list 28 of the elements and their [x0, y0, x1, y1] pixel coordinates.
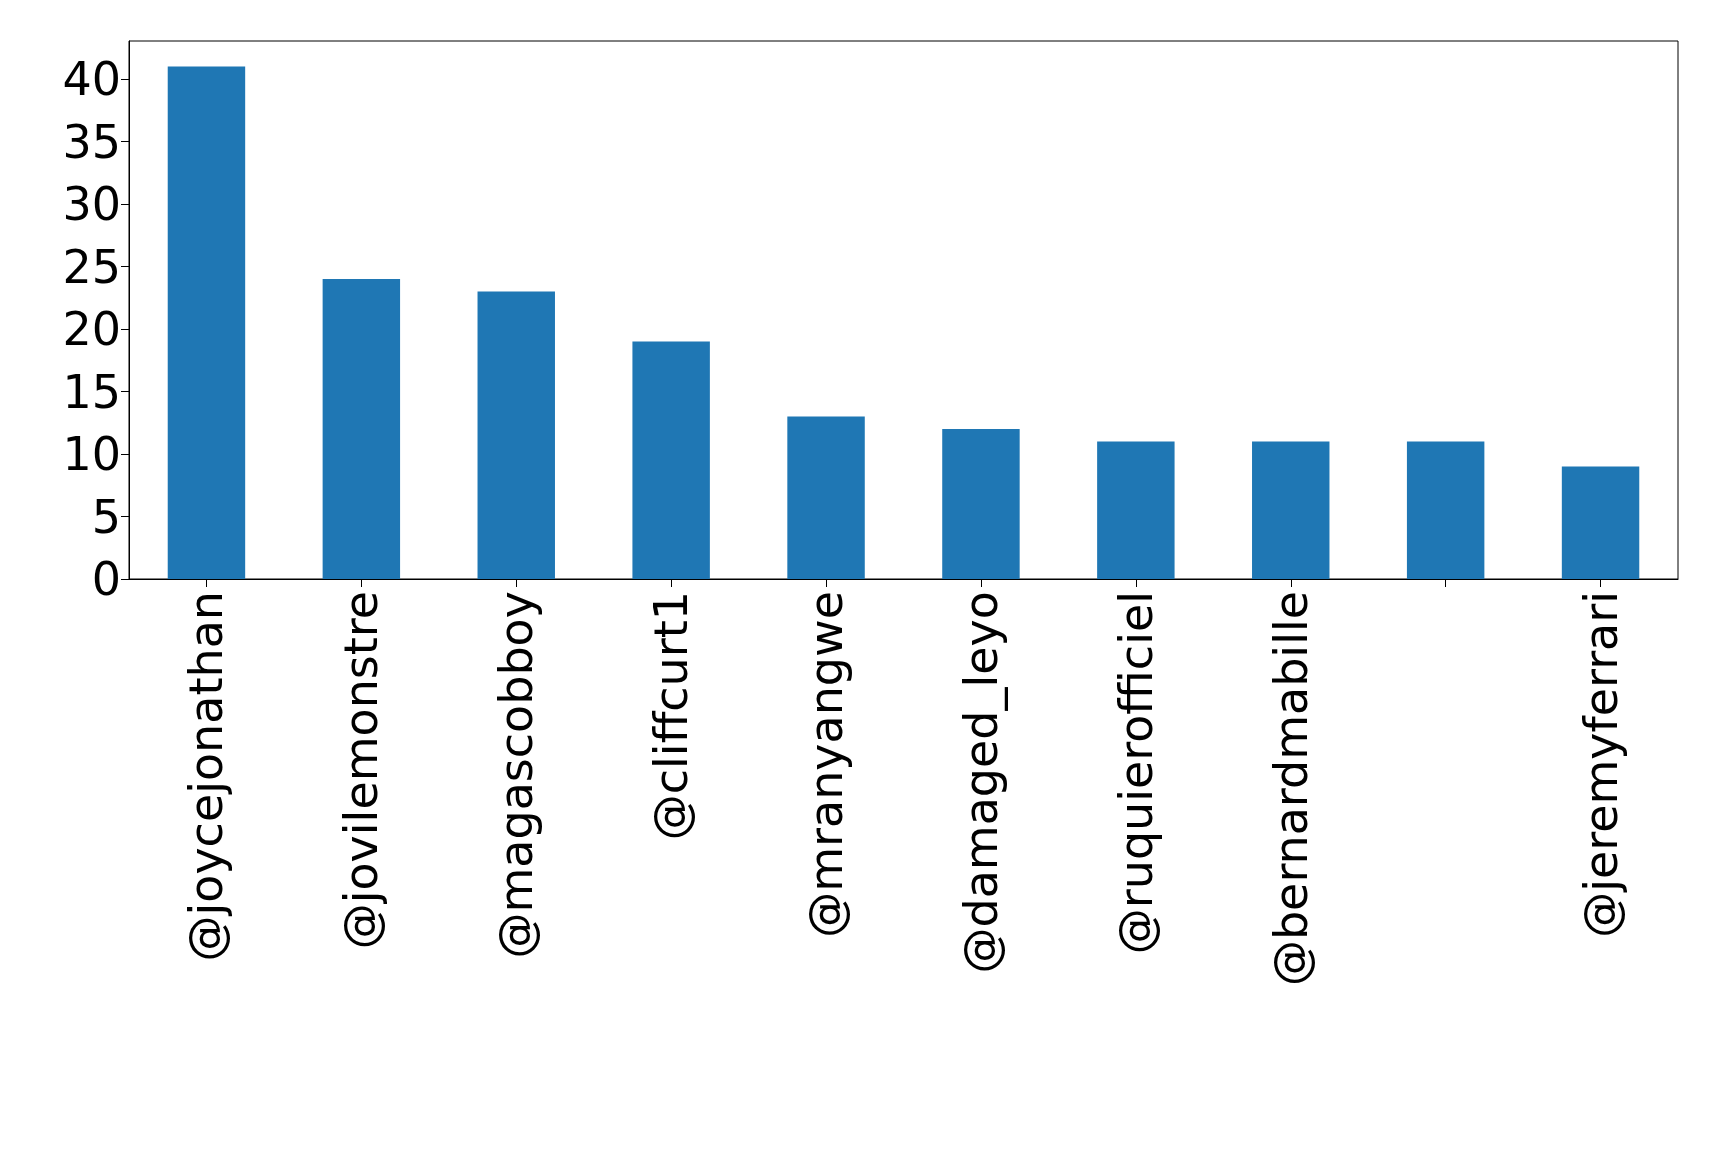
y-tick-label: 20: [62, 302, 121, 357]
bar: [477, 291, 555, 579]
bar: [632, 341, 710, 579]
bar: [1252, 441, 1330, 579]
y-tick-label: 0: [91, 552, 121, 606]
y-tick-label: 10: [62, 427, 121, 482]
bar: [1406, 441, 1485, 579]
y-tick-label: 35: [62, 114, 121, 169]
bar: [167, 66, 246, 579]
x-tick-label: @magascobboy: [489, 591, 544, 959]
bar: [942, 429, 1020, 579]
bar: [322, 279, 401, 579]
y-tick-label: 15: [62, 364, 121, 419]
x-tick-label: @damaged_leyo: [953, 591, 1008, 974]
y-tick-label: 25: [62, 239, 121, 294]
x-tick-label: @cliffcurt1: [644, 591, 699, 841]
x-tick-label: @joycejonathan: [179, 591, 234, 962]
x-tick-label: @mranyangwe: [799, 591, 854, 938]
y-tick-label: 5: [91, 489, 121, 544]
bar: [787, 416, 865, 579]
y-tick-label: 30: [62, 177, 121, 232]
x-tick-label: @jeremyferrari: [1573, 591, 1628, 938]
y-tick-label: 40: [62, 52, 121, 107]
x-tick-label: @ruquierofficiel: [1108, 591, 1163, 955]
bar: [1097, 441, 1175, 579]
x-tick-label: @jovilemonstre: [334, 591, 389, 950]
x-tick-label: @bernardmabille: [1263, 591, 1318, 987]
bar: [1561, 466, 1640, 579]
